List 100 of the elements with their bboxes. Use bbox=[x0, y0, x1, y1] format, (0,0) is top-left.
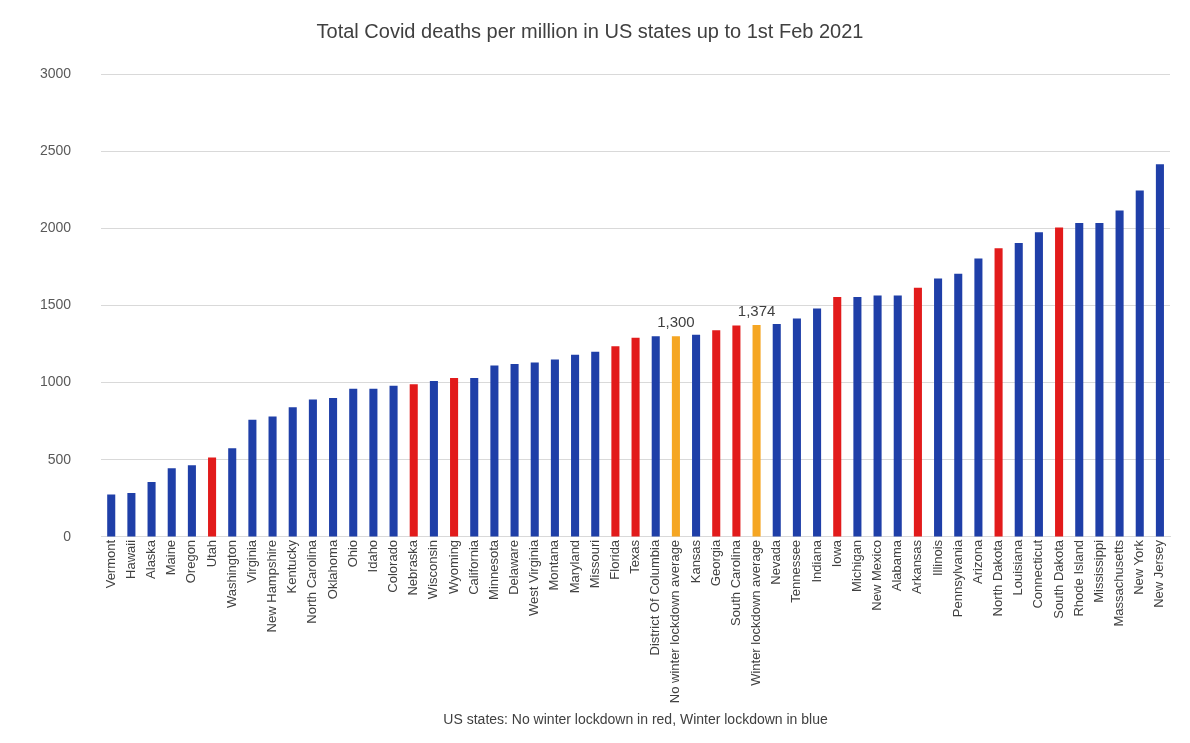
x-tick-label: South Dakota bbox=[1050, 539, 1066, 619]
bar bbox=[308, 399, 317, 537]
bar bbox=[611, 346, 620, 537]
x-tick-label: Alabama bbox=[889, 539, 905, 592]
x-tick-label: Winter lockdown average bbox=[748, 539, 764, 686]
bar bbox=[772, 323, 781, 537]
bar bbox=[429, 381, 438, 537]
x-tick-label: Minnesota bbox=[485, 539, 501, 600]
bar bbox=[631, 337, 640, 537]
bar bbox=[833, 296, 842, 537]
bar bbox=[913, 287, 922, 537]
x-tick-label: Ohio bbox=[344, 539, 360, 568]
chart-title: Total Covid deaths per million in US states up to 1st Feb 2021 bbox=[316, 19, 864, 42]
x-tick-label: Kentucky bbox=[284, 539, 300, 594]
bar bbox=[813, 308, 822, 537]
x-tick-label: Hawaii bbox=[122, 539, 138, 579]
bar bbox=[409, 384, 418, 537]
bar bbox=[1155, 164, 1164, 537]
bar bbox=[893, 295, 902, 537]
x-tick-label: New Hampshire bbox=[264, 539, 280, 633]
x-tick-label: Mississippi bbox=[1090, 539, 1106, 603]
bar bbox=[671, 336, 680, 537]
x-tick-label: Wisconsin bbox=[425, 539, 441, 600]
bar bbox=[248, 419, 257, 537]
bar bbox=[470, 377, 479, 537]
x-tick-label: Tennessee bbox=[788, 539, 804, 603]
bar bbox=[510, 364, 519, 537]
bar bbox=[1095, 222, 1104, 537]
y-tick-label: 500 bbox=[47, 450, 72, 467]
bar bbox=[1115, 210, 1124, 537]
bar bbox=[268, 416, 277, 537]
bar bbox=[1055, 227, 1064, 537]
x-tick-label: Oklahoma bbox=[324, 539, 340, 600]
bar bbox=[107, 494, 116, 537]
y-tick-label: 3000 bbox=[39, 64, 72, 81]
x-tick-label: Florida bbox=[606, 539, 622, 580]
bar bbox=[1135, 190, 1144, 537]
bar bbox=[873, 295, 882, 537]
bar bbox=[651, 336, 660, 537]
x-tick-label: Oregon bbox=[183, 539, 199, 584]
y-tick-label: 1000 bbox=[39, 373, 72, 390]
x-tick-label: Montana bbox=[546, 539, 562, 591]
bar bbox=[591, 351, 600, 537]
data-label: 1,300 bbox=[657, 312, 695, 330]
bar bbox=[288, 407, 297, 537]
x-tick-label: Louisiana bbox=[1010, 539, 1026, 596]
x-tick-label: New Mexico bbox=[869, 539, 885, 611]
x-tick-label: Delaware bbox=[506, 539, 522, 595]
x-tick-label: Nevada bbox=[768, 539, 784, 585]
x-tick-label: Alaska bbox=[143, 539, 159, 579]
y-tick-label: 2000 bbox=[39, 219, 72, 236]
x-tick-label: No winter lockdown average bbox=[667, 539, 683, 704]
x-tick-label: New York bbox=[1131, 539, 1147, 595]
x-tick-label: Arkansas bbox=[909, 539, 925, 595]
x-tick-label: California bbox=[465, 539, 481, 595]
y-tick-label: 1500 bbox=[39, 296, 72, 313]
x-tick-label: Nebraska bbox=[405, 539, 421, 596]
bar bbox=[1034, 232, 1043, 537]
bar bbox=[732, 325, 741, 537]
x-tick-label: Colorado bbox=[385, 539, 401, 593]
bar bbox=[349, 388, 358, 537]
bar bbox=[954, 273, 963, 537]
bar bbox=[712, 330, 721, 537]
x-tick-label: Arizona bbox=[969, 539, 985, 584]
bar bbox=[530, 362, 539, 537]
x-tick-label: Georgia bbox=[707, 539, 723, 587]
x-tick-label: Maine bbox=[163, 539, 179, 576]
x-tick-label: Vermont bbox=[102, 539, 118, 589]
x-tick-label: Michigan bbox=[848, 539, 864, 592]
x-tick-label: Pennsylvania bbox=[949, 539, 965, 618]
bar bbox=[369, 388, 378, 537]
bar bbox=[1075, 222, 1084, 537]
x-tick-label: South Carolina bbox=[727, 539, 743, 626]
x-tick-label: Texas bbox=[627, 539, 643, 574]
bar bbox=[490, 365, 499, 537]
bar bbox=[127, 492, 136, 537]
x-tick-label: Indiana bbox=[808, 539, 824, 583]
x-tick-label: District Of Columbia bbox=[647, 539, 663, 656]
bar bbox=[187, 465, 196, 537]
bar bbox=[550, 359, 559, 537]
bar bbox=[147, 482, 156, 537]
y-tick-label: 2500 bbox=[39, 142, 72, 159]
bar bbox=[974, 258, 983, 537]
x-tick-label: North Carolina bbox=[304, 539, 320, 624]
x-tick-label: Iowa bbox=[828, 539, 844, 568]
x-tick-label: Illinois bbox=[929, 539, 945, 577]
bar bbox=[853, 296, 862, 537]
x-axis-title: US states: No winter lockdown in red, Winter lockdown in blue bbox=[443, 711, 828, 728]
bar bbox=[208, 457, 217, 537]
bar bbox=[934, 278, 943, 537]
bar bbox=[752, 324, 761, 537]
y-tick-label: 0 bbox=[63, 527, 72, 544]
data-label: 1,374 bbox=[737, 301, 776, 319]
x-tick-label: Massachusetts bbox=[1111, 539, 1127, 627]
x-tick-label: Washington bbox=[223, 539, 239, 609]
x-tick-label: Virginia bbox=[243, 539, 259, 584]
bar bbox=[792, 318, 801, 537]
x-tick-label: Connecticut bbox=[1030, 539, 1046, 609]
bar bbox=[389, 385, 398, 537]
bar bbox=[329, 398, 338, 537]
